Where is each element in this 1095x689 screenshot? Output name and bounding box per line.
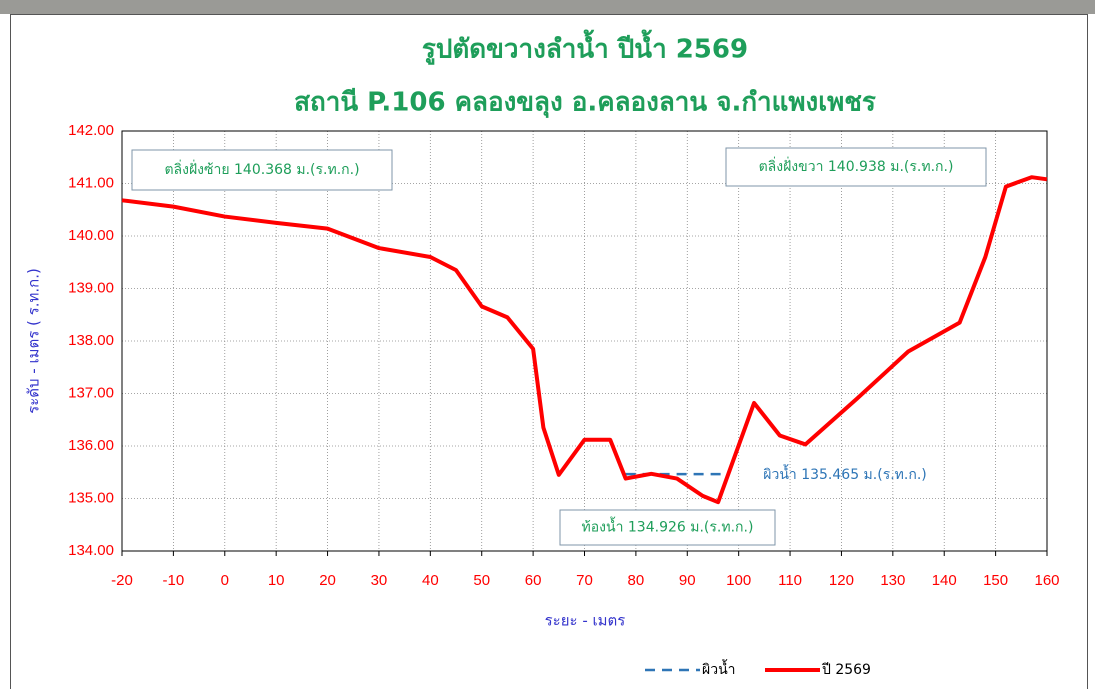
x-tick-label: 110: [778, 572, 802, 589]
chart: รูปตัดขวางลำน้ำ ปีน้ำ 2569 สถานี P.106 ค…: [0, 0, 1095, 689]
x-tick-label: 70: [576, 572, 593, 589]
y-tick-label: 139.00: [68, 279, 114, 296]
y-tick-label: 140.00: [68, 227, 114, 244]
page: {"chart_data": {"type": "line", "title":…: [0, 0, 1095, 689]
y-tick-label: 136.00: [68, 437, 114, 454]
x-tick-label: 140: [932, 572, 957, 589]
x-axis-title: ระยะ - เมตร: [545, 612, 626, 630]
x-tick-label: 80: [628, 572, 645, 589]
x-tick-label: 130: [880, 572, 905, 589]
y-tick-label: 137.00: [68, 384, 114, 401]
x-tick-label: 60: [525, 572, 542, 589]
annotation: ผิวน้ำ 135.465 ม.(ร.ท.ก.): [763, 464, 926, 483]
x-tick-label: 150: [983, 572, 1008, 589]
annotation: ตลิ่งฝั่งซ้าย 140.368 ม.(ร.ท.ก.): [164, 160, 359, 178]
annotation: ตลิ่งฝั่งขวา 140.938 ม.(ร.ท.ก.): [759, 157, 954, 175]
x-tick-label: 40: [422, 572, 439, 589]
x-tick-label: 30: [371, 572, 388, 589]
x-tick-label: 90: [679, 572, 696, 589]
x-tick-label: -10: [163, 572, 185, 589]
x-tick-label: -20: [111, 572, 133, 589]
y-axis-title: ระดับ - เมตร ( ร.ท.ก.): [25, 268, 43, 414]
annotation: ท้องน้ำ 134.926 ม.(ร.ท.ก.): [582, 517, 754, 536]
x-tick-label: 20: [319, 572, 336, 589]
x-tick-label: 10: [268, 572, 285, 589]
legend-label: ผิวน้ำ: [702, 659, 736, 678]
chart-title: รูปตัดขวางลำน้ำ ปีน้ำ 2569: [422, 29, 748, 66]
y-tick-label: 142.00: [68, 122, 114, 139]
background-strip: [0, 0, 1095, 14]
y-tick-label: 135.00: [68, 489, 114, 506]
x-tick-label: 160: [1034, 572, 1059, 589]
x-tick-label: 120: [829, 572, 854, 589]
y-tick-label: 138.00: [68, 332, 114, 349]
x-tick-label: 50: [473, 572, 490, 589]
x-tick-label: 100: [726, 572, 751, 589]
chart-subtitle: สถานี P.106 คลองขลุง อ.คลองลาน จ.กำแพงเพ…: [294, 88, 876, 119]
legend-label: ปี 2569: [822, 662, 871, 678]
y-tick-label: 134.00: [68, 542, 114, 559]
y-tick-label: 141.00: [68, 174, 114, 191]
x-tick-label: 0: [221, 572, 229, 589]
